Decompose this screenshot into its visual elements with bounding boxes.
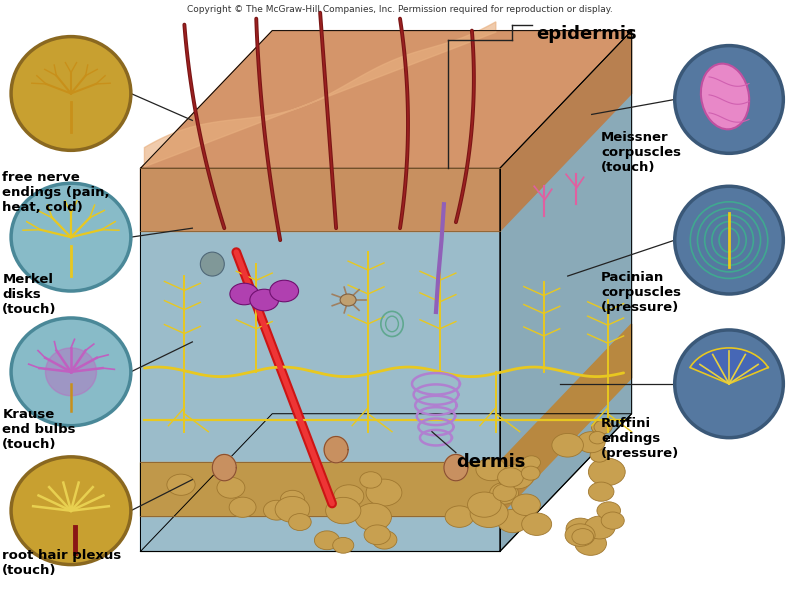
Text: free nerve
endings (pain,
heat, cold): free nerve endings (pain, heat, cold) <box>2 171 110 214</box>
Circle shape <box>577 431 605 453</box>
Circle shape <box>230 283 258 305</box>
Circle shape <box>498 509 528 533</box>
Circle shape <box>575 532 606 556</box>
Circle shape <box>597 502 621 520</box>
Polygon shape <box>444 454 468 481</box>
Ellipse shape <box>11 183 131 291</box>
Circle shape <box>585 516 615 539</box>
Circle shape <box>565 524 595 547</box>
Circle shape <box>498 468 523 487</box>
Polygon shape <box>141 31 631 169</box>
Circle shape <box>522 456 541 469</box>
Circle shape <box>281 490 305 508</box>
Circle shape <box>355 503 391 530</box>
Text: Pacinian
corpuscles
(pressure): Pacinian corpuscles (pressure) <box>602 271 682 314</box>
Circle shape <box>470 499 508 527</box>
Circle shape <box>445 506 474 527</box>
Circle shape <box>289 514 311 530</box>
Circle shape <box>490 482 518 504</box>
Circle shape <box>217 477 245 498</box>
Circle shape <box>229 497 256 517</box>
Circle shape <box>522 513 552 535</box>
Text: epidermis: epidermis <box>536 25 636 43</box>
Circle shape <box>566 518 594 539</box>
Text: Merkel
disks
(touch): Merkel disks (touch) <box>2 273 57 316</box>
Ellipse shape <box>701 64 750 130</box>
Circle shape <box>589 458 626 485</box>
Text: Meissner
corpuscles
(touch): Meissner corpuscles (touch) <box>602 131 682 174</box>
Polygon shape <box>141 169 500 551</box>
Circle shape <box>372 530 397 549</box>
Polygon shape <box>145 22 496 167</box>
Circle shape <box>591 421 608 434</box>
Ellipse shape <box>674 46 783 154</box>
Circle shape <box>522 466 540 480</box>
Polygon shape <box>141 414 631 551</box>
Circle shape <box>592 485 613 500</box>
Polygon shape <box>212 454 236 481</box>
Ellipse shape <box>11 37 131 151</box>
Circle shape <box>552 433 583 457</box>
Ellipse shape <box>200 252 224 276</box>
Circle shape <box>467 492 501 517</box>
Circle shape <box>512 494 541 515</box>
Circle shape <box>602 512 624 529</box>
Circle shape <box>326 497 361 524</box>
Circle shape <box>594 420 612 434</box>
Circle shape <box>360 472 382 488</box>
Circle shape <box>572 529 594 545</box>
Circle shape <box>314 531 339 550</box>
Polygon shape <box>324 436 348 463</box>
Ellipse shape <box>11 457 131 565</box>
Text: Copyright © The McGraw-Hill Companies, Inc. Permission required for reproduction: Copyright © The McGraw-Hill Companies, I… <box>187 5 613 14</box>
Polygon shape <box>46 348 97 396</box>
Polygon shape <box>500 324 631 515</box>
Polygon shape <box>141 169 500 231</box>
Text: dermis: dermis <box>456 452 526 470</box>
Circle shape <box>250 289 278 311</box>
Ellipse shape <box>674 186 783 294</box>
Circle shape <box>275 496 310 523</box>
Text: Ruffini
endings
(pressure): Ruffini endings (pressure) <box>602 417 679 460</box>
Circle shape <box>589 482 614 501</box>
Polygon shape <box>500 31 631 231</box>
Circle shape <box>590 448 609 462</box>
Circle shape <box>476 458 506 481</box>
Text: Krause
end bulbs
(touch): Krause end bulbs (touch) <box>2 408 76 451</box>
Circle shape <box>263 500 290 520</box>
Circle shape <box>270 280 298 302</box>
Text: root hair plexus
(touch): root hair plexus (touch) <box>2 549 122 577</box>
Circle shape <box>590 431 606 444</box>
Ellipse shape <box>11 318 131 426</box>
Polygon shape <box>141 461 500 515</box>
Circle shape <box>501 464 534 489</box>
Circle shape <box>366 479 402 506</box>
Ellipse shape <box>674 330 783 437</box>
Polygon shape <box>500 31 631 551</box>
Polygon shape <box>690 348 768 384</box>
Circle shape <box>334 485 364 508</box>
Circle shape <box>493 484 516 502</box>
Circle shape <box>167 474 195 496</box>
Circle shape <box>364 525 390 545</box>
Circle shape <box>340 294 356 306</box>
Circle shape <box>333 538 354 553</box>
